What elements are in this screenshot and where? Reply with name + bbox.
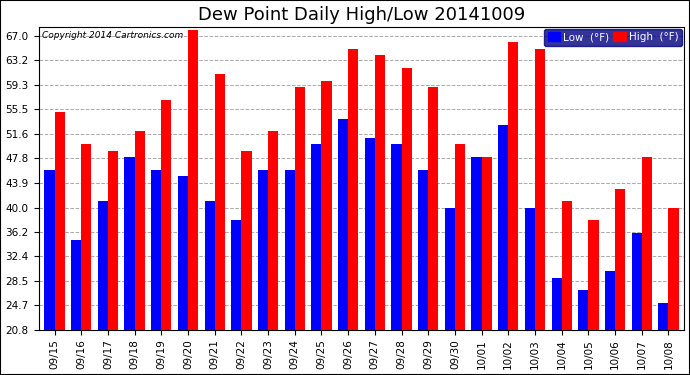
Bar [322,81,332,330]
Bar [562,201,572,330]
Bar [108,150,118,330]
Bar [615,189,625,330]
Bar [482,157,492,330]
Bar [204,201,215,330]
Bar [418,170,428,330]
Bar [135,131,145,330]
Bar [268,131,278,330]
Bar [311,144,322,330]
Bar [428,87,438,330]
Bar [178,176,188,330]
Bar [471,157,482,330]
Bar [535,49,545,330]
Bar [631,233,642,330]
Bar [98,201,108,330]
Bar [348,49,358,330]
Bar [71,240,81,330]
Bar [498,125,509,330]
Bar [445,208,455,330]
Bar [241,150,252,330]
Bar [81,144,91,330]
Bar [338,119,348,330]
Bar [365,138,375,330]
Bar [284,170,295,330]
Legend: Low  (°F), High  (°F): Low (°F), High (°F) [544,28,682,46]
Bar [669,208,678,330]
Bar [642,157,652,330]
Bar [589,220,598,330]
Bar [295,87,305,330]
Bar [124,157,135,330]
Bar [509,42,518,330]
Bar [391,144,402,330]
Bar [455,144,465,330]
Bar [258,170,268,330]
Bar [525,208,535,330]
Bar [44,170,55,330]
Bar [402,68,412,330]
Title: Dew Point Daily High/Low 20141009: Dew Point Daily High/Low 20141009 [198,6,525,24]
Bar [188,30,198,330]
Bar [55,112,65,330]
Bar [215,74,225,330]
Bar [231,220,241,330]
Bar [375,55,385,330]
Bar [658,303,669,330]
Bar [551,278,562,330]
Bar [151,170,161,330]
Text: Copyright 2014 Cartronics.com: Copyright 2014 Cartronics.com [42,31,183,40]
Bar [161,100,171,330]
Bar [578,290,589,330]
Bar [605,272,615,330]
